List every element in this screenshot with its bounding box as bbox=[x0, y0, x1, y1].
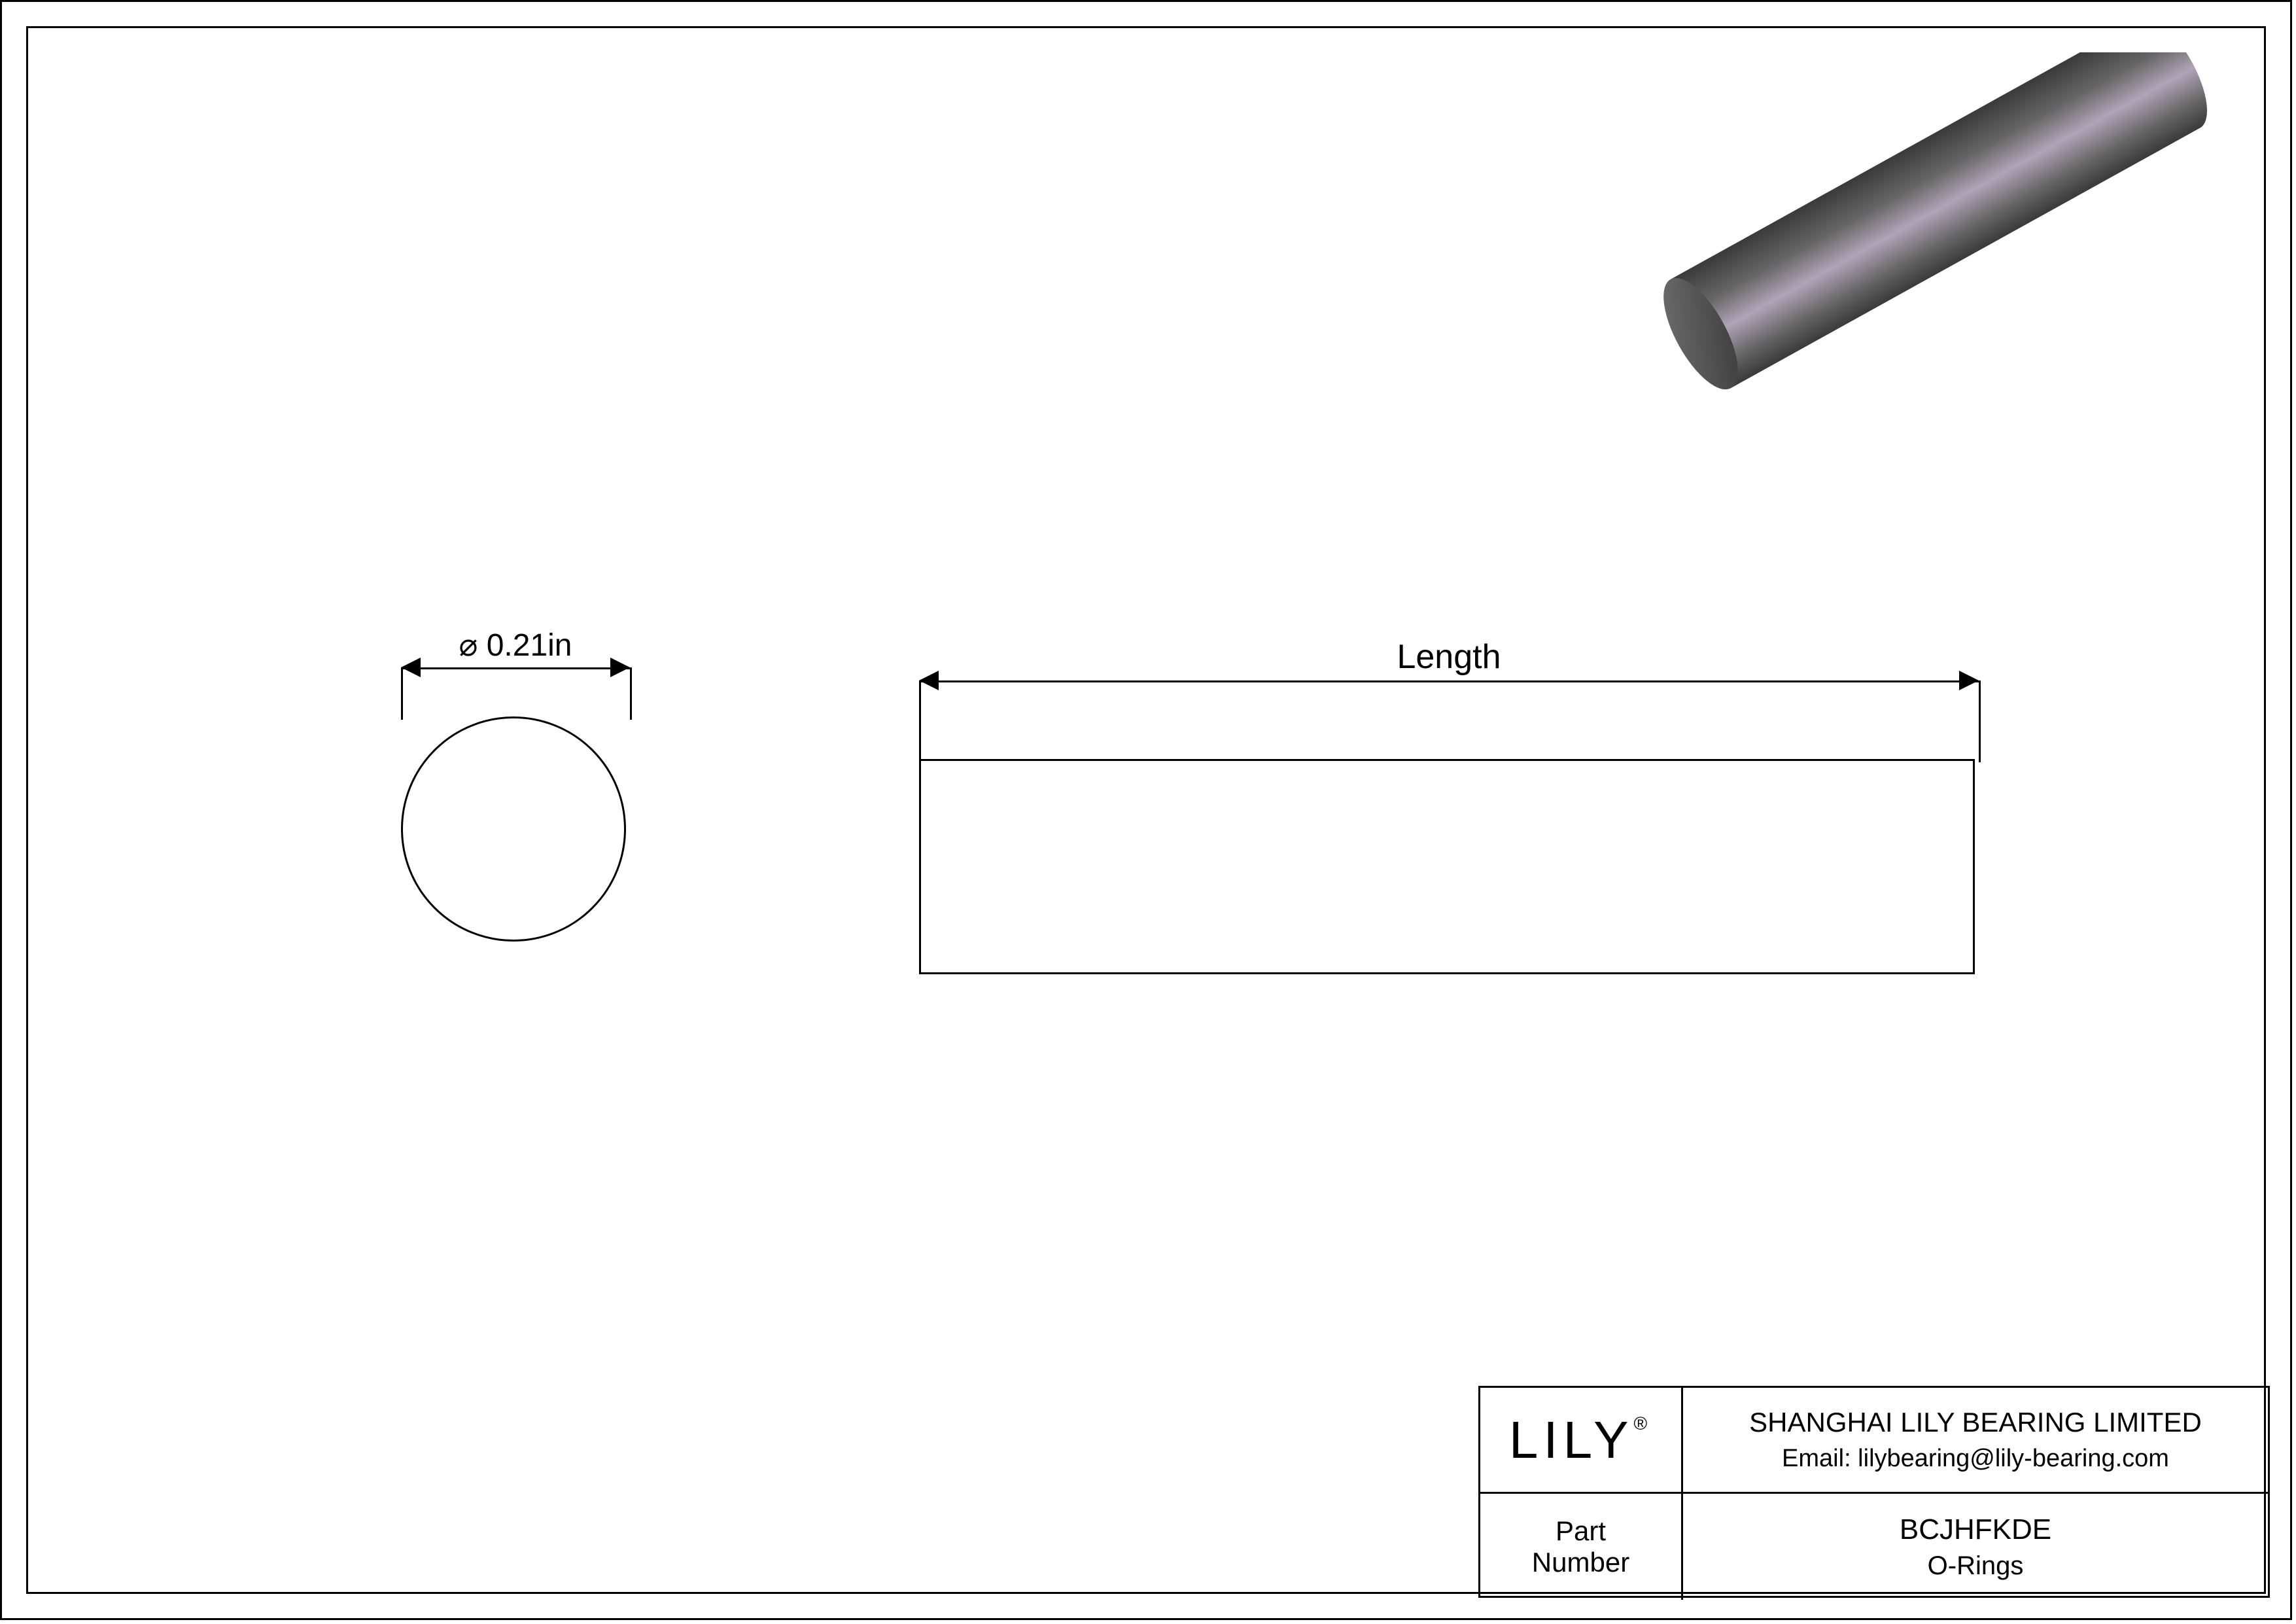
company-name: SHANGHAI LILY BEARING LIMITED bbox=[1749, 1407, 2202, 1438]
title-block-part-label-cell: Part Number bbox=[1480, 1494, 1683, 1600]
part-category: O-Rings bbox=[1928, 1551, 2024, 1581]
part-label-line2: Number bbox=[1532, 1547, 1629, 1578]
title-block-company-cell: SHANGHAI LILY BEARING LIMITED Email: lil… bbox=[1683, 1388, 2268, 1494]
length-dim-tick-left bbox=[919, 680, 921, 762]
company-email: Email: lilybearing@lily-bearing.com bbox=[1782, 1445, 2169, 1473]
cylinder-3d-svg bbox=[1655, 52, 2244, 393]
diameter-dim-tick-right bbox=[630, 667, 632, 720]
diameter-dim-line bbox=[401, 667, 630, 669]
logo-name: LILY bbox=[1509, 1411, 1634, 1469]
registered-mark-icon: ® bbox=[1634, 1413, 1653, 1434]
length-dim-tick-right bbox=[1979, 680, 1981, 762]
cross-section-circle bbox=[401, 716, 626, 942]
cylinder-3d-view bbox=[1655, 52, 2244, 393]
logo-text: LILY® bbox=[1509, 1410, 1652, 1470]
part-label-line1: Part bbox=[1556, 1515, 1606, 1547]
length-label: Length bbox=[919, 637, 1979, 677]
title-block: LILY® SHANGHAI LILY BEARING LIMITED Emai… bbox=[1478, 1386, 2270, 1598]
part-number: BCJHFKDE bbox=[1900, 1513, 2051, 1546]
title-block-part-value-cell: BCJHFKDE O-Rings bbox=[1683, 1494, 2268, 1600]
diameter-label: ⌀ 0.21in bbox=[401, 627, 630, 663]
drawing-canvas: ⌀ 0.21in Length LILY® SHANGHAI LILY BEAR… bbox=[0, 0, 2296, 1624]
side-view-rect bbox=[919, 759, 1975, 974]
length-dim-line bbox=[919, 680, 1979, 682]
title-block-logo-cell: LILY® bbox=[1480, 1388, 1683, 1494]
